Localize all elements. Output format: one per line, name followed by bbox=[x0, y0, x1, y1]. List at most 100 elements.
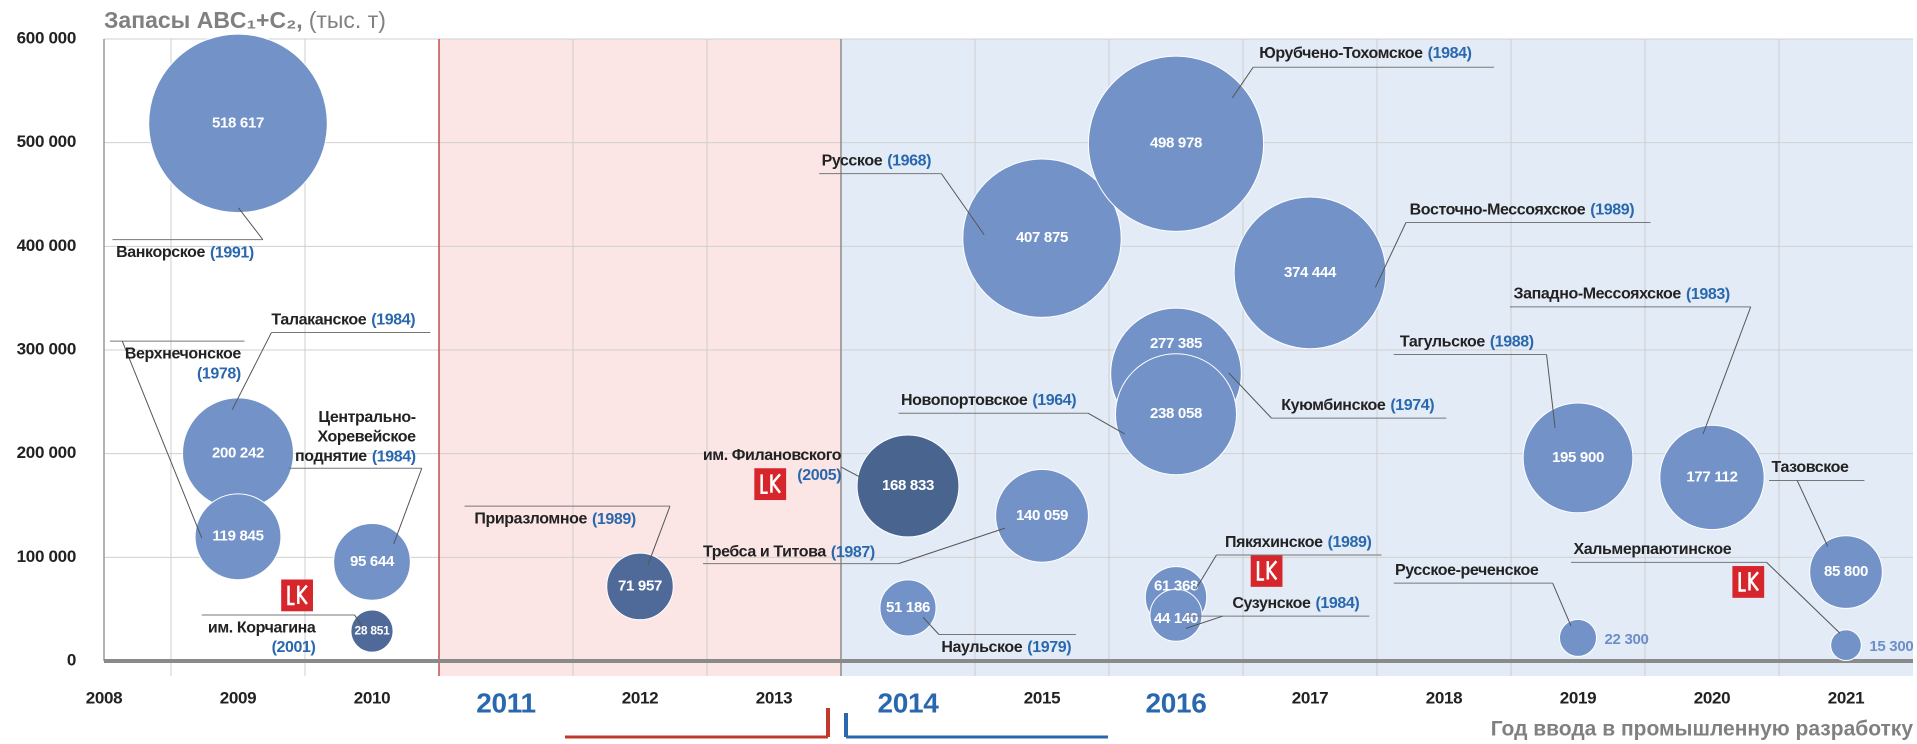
field-name-line: Русское bbox=[822, 153, 883, 170]
field-name: Тазовское bbox=[1772, 459, 1850, 476]
field-name-line: Куюмбинское bbox=[1281, 397, 1386, 414]
leader-line bbox=[121, 340, 203, 539]
bubble bbox=[995, 468, 1089, 563]
field-name-line: Требса и Титова bbox=[703, 544, 826, 561]
bubble bbox=[1659, 424, 1765, 531]
leader-line bbox=[1546, 354, 1556, 428]
y-tick-label: 600 000 bbox=[17, 28, 76, 47]
bubble bbox=[1809, 535, 1883, 609]
x-tick-label: 2009 bbox=[220, 688, 257, 707]
x-axis-label: Год ввода в промышленную разработку bbox=[1491, 718, 1914, 741]
leader-line bbox=[647, 505, 671, 566]
field-name-line: им. Корчагина bbox=[208, 620, 316, 637]
x-tick-label: 2011 bbox=[476, 687, 536, 718]
field-name-line: Хальмерпаютинское bbox=[1573, 541, 1731, 558]
leader-line bbox=[1231, 66, 1254, 99]
field-name: Верхнечонское bbox=[125, 346, 241, 363]
discovery-year: (1984) bbox=[1315, 595, 1359, 612]
x-tick-label: 2010 bbox=[354, 688, 391, 707]
field-name: Талаканское bbox=[271, 312, 366, 329]
bubble bbox=[350, 609, 394, 653]
field-name: им. Корчагина bbox=[208, 620, 316, 637]
y-tick-label: 0 bbox=[67, 650, 76, 669]
x-tick-label: 2017 bbox=[1292, 688, 1329, 707]
field-name: Тагульское bbox=[1400, 334, 1485, 351]
bubble bbox=[333, 523, 411, 601]
bubble bbox=[856, 434, 960, 538]
value-label: 177 112 bbox=[1686, 468, 1737, 485]
leader-line bbox=[1702, 306, 1752, 435]
leader-line bbox=[1796, 480, 1829, 547]
discovery-year: (1964) bbox=[1032, 392, 1076, 409]
leader-line bbox=[1087, 412, 1126, 435]
value-label: 71 957 bbox=[618, 577, 662, 594]
x-tick-label: 2014 bbox=[877, 687, 939, 718]
value-label: 15 300 bbox=[1869, 638, 1913, 655]
x-tick-label: 2016 bbox=[1145, 687, 1206, 718]
leader-line bbox=[1552, 582, 1572, 627]
company-logo-mark bbox=[760, 473, 782, 494]
x-tick-label: 2013 bbox=[756, 688, 793, 707]
leader-line bbox=[231, 332, 272, 410]
x-tick-label: 2021 bbox=[1828, 688, 1865, 707]
field-name: Юрубчено-Тохомское bbox=[1259, 45, 1423, 62]
discovery-year: (1989) bbox=[1590, 202, 1634, 219]
leader-line bbox=[393, 468, 423, 545]
leader-line bbox=[940, 173, 985, 236]
bubble bbox=[194, 493, 282, 581]
company-logo-mark bbox=[287, 584, 308, 606]
discovery-year: (1974) bbox=[1390, 397, 1434, 414]
value-label: 85 800 bbox=[1824, 563, 1868, 580]
field-name: Куюмбинское bbox=[1281, 397, 1386, 414]
y-tick-label: 200 000 bbox=[17, 443, 76, 462]
field-name: Восточно-Мессояхское bbox=[1410, 202, 1586, 219]
value-label: 119 845 bbox=[212, 528, 263, 545]
field-name-line: Хоревейское bbox=[317, 429, 416, 446]
y-tick-label: 400 000 bbox=[17, 236, 76, 255]
leader-line bbox=[238, 207, 264, 240]
value-label: 200 242 bbox=[212, 444, 264, 461]
discovery-year: (1989) bbox=[592, 511, 636, 528]
field-name: Приразломное bbox=[474, 511, 587, 528]
value-label: 195 900 bbox=[1552, 449, 1604, 466]
bubble bbox=[879, 579, 937, 637]
value-label: 238 058 bbox=[1150, 405, 1202, 422]
bubble bbox=[1522, 402, 1634, 514]
company-logo-mark bbox=[1738, 571, 1760, 592]
y-tick-label: 500 000 bbox=[17, 132, 76, 151]
value-label: 140 059 bbox=[1016, 507, 1068, 524]
field-name: Пякяхинское bbox=[1225, 534, 1323, 551]
field-name-line: Сузунское bbox=[1232, 595, 1311, 612]
value-label: 51 186 bbox=[886, 599, 930, 616]
field-name: Сузунское bbox=[1232, 595, 1311, 612]
field-name-line: Наульское bbox=[941, 639, 1022, 656]
value-label: 498 978 bbox=[1150, 135, 1202, 152]
field-name-line: Восточно-Мессояхское bbox=[1410, 202, 1586, 219]
bubble bbox=[606, 552, 674, 621]
field-name-line: Тагульское bbox=[1400, 334, 1485, 351]
leader-line bbox=[354, 614, 363, 627]
chart-title: Запасы ABC₁+C₂, (тыс. т) bbox=[104, 7, 386, 33]
value-label: 61 368 bbox=[1154, 577, 1198, 594]
field-name-line: Западно-Мессояхское bbox=[1514, 286, 1682, 303]
value-label: 44 140 bbox=[1154, 610, 1198, 627]
x-tick-label: 2019 bbox=[1560, 688, 1597, 707]
leader-line bbox=[1185, 615, 1223, 629]
discovery-year: (1984) bbox=[372, 448, 416, 465]
bubble bbox=[1233, 196, 1387, 350]
field-name-line: Центрально- bbox=[318, 409, 415, 426]
value-label: 22 300 bbox=[1605, 631, 1649, 648]
x-tick-label: 2015 bbox=[1024, 688, 1061, 707]
value-label: 277 385 bbox=[1150, 335, 1202, 352]
bubble bbox=[1149, 588, 1203, 642]
discovery-year: (1984) bbox=[371, 312, 415, 329]
y-tick-label: 300 000 bbox=[17, 339, 76, 358]
leader-line bbox=[1374, 222, 1407, 288]
value-label: 28 851 bbox=[355, 623, 391, 637]
value-label: 168 833 bbox=[882, 477, 934, 494]
discovery-year: (1979) bbox=[1027, 639, 1071, 656]
field-name-line: поднятие bbox=[295, 448, 367, 465]
leader-line bbox=[1766, 562, 1841, 634]
discovery-year: (1988) bbox=[1490, 334, 1534, 351]
